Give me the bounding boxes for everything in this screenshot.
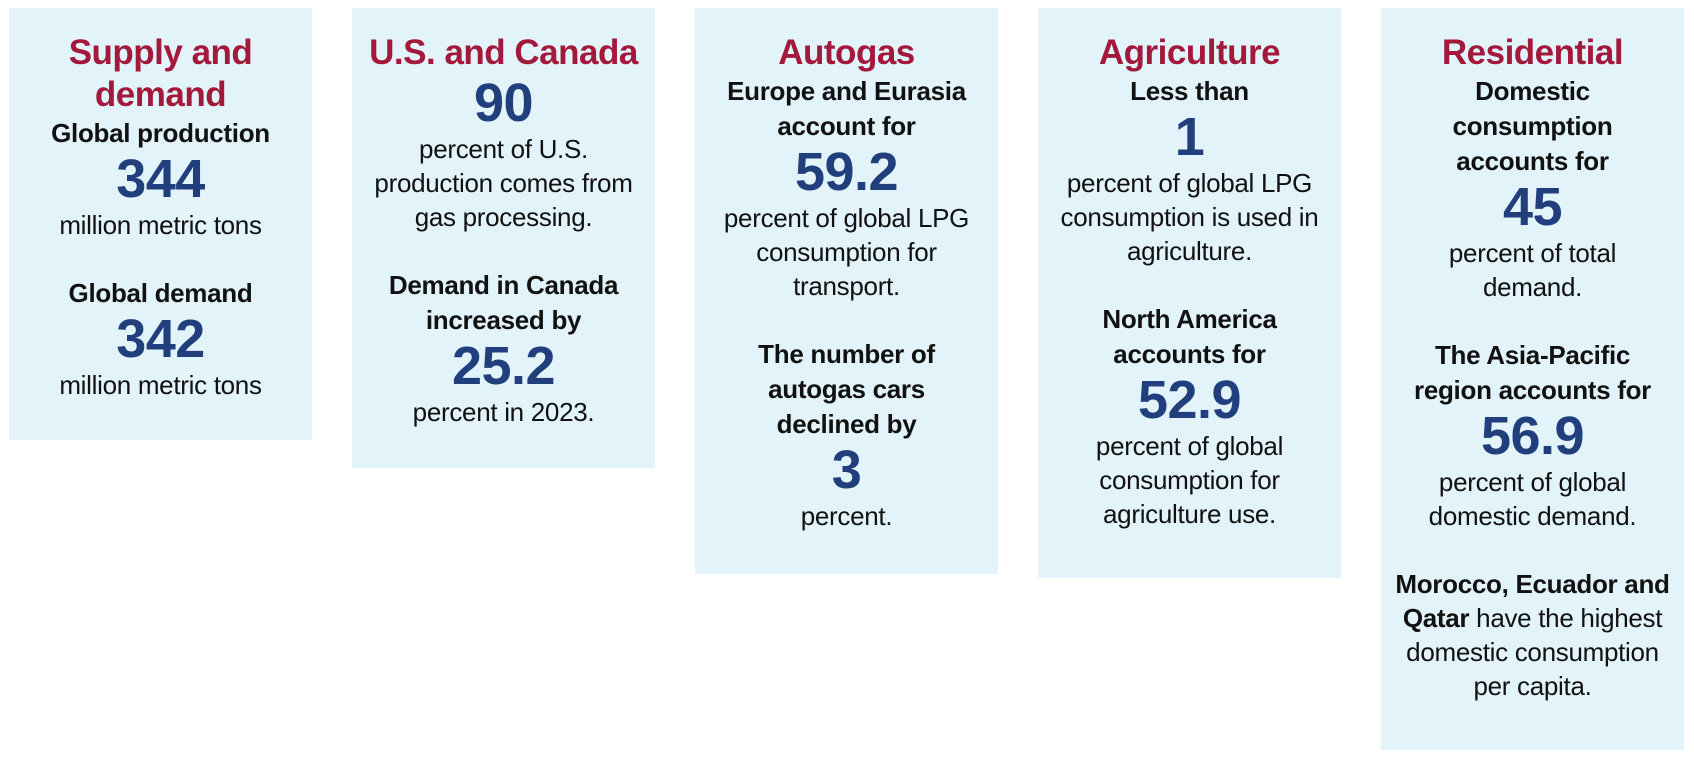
stat-domestic-consumption: Domestic consumption accounts for 45 per… xyxy=(1391,74,1674,304)
stat-asia-pacific: The Asia-Pacific region accounts for 56.… xyxy=(1391,338,1674,533)
stat-lead: The number of autogas cars declined by xyxy=(758,339,935,439)
stat-lead: Europe and Eurasia account for xyxy=(727,76,966,141)
panel-title: Agriculture xyxy=(1098,33,1281,72)
stat-description: percent of global LPG consumption is use… xyxy=(1060,168,1319,266)
stat-description: million metric tons xyxy=(59,210,262,240)
stat-autogas-cars: The number of autogas cars declined by 3… xyxy=(705,337,988,533)
panel-us-and-canada: U.S. and Canada 90 percent of U.S. produ… xyxy=(352,8,655,468)
panel-title: U.S. and Canada xyxy=(369,33,638,72)
stat-lead: Less than xyxy=(1130,76,1249,106)
stat-description: percent in 2023. xyxy=(412,397,595,427)
panel-title: Residential xyxy=(1441,33,1624,72)
per-capita-countries: Morocco, Ecuador and Qatar xyxy=(1395,569,1670,633)
panel-autogas: Autogas Europe and Eurasia account for 5… xyxy=(695,8,998,574)
stat-value: 1 xyxy=(1174,107,1205,167)
panel-residential: Residential Domestic consumption account… xyxy=(1381,8,1684,750)
stat-lead: Global demand xyxy=(68,278,253,308)
stat-description: percent of global domestic demand. xyxy=(1428,467,1637,531)
per-capita-text: have the highest domestic consumption pe… xyxy=(1406,603,1663,701)
stat-description: percent of total demand. xyxy=(1448,238,1617,302)
stat-global-production: Global production 344 million metric ton… xyxy=(19,116,302,242)
stat-description: million metric tons xyxy=(59,370,262,400)
stat-description: percent of global LPG consumption for tr… xyxy=(723,203,970,301)
stat-lead: The Asia-Pacific region accounts for xyxy=(1414,340,1651,405)
stat-description: percent of global consumption for agricu… xyxy=(1095,431,1284,529)
stat-description: percent of U.S. production comes from ga… xyxy=(374,134,633,232)
stat-description: percent. xyxy=(800,501,893,531)
stat-us-production: 90 percent of U.S. production comes from… xyxy=(362,74,645,234)
stat-lead: Domestic consumption accounts for xyxy=(1452,76,1613,176)
panel-title: Autogas xyxy=(778,33,915,72)
panel-title: Supply and demand xyxy=(68,33,253,114)
stat-value: 25.2 xyxy=(451,336,556,396)
stat-global-demand: Global demand 342 million metric tons xyxy=(19,276,302,402)
stat-lead: Demand in Canada increased by xyxy=(388,270,619,335)
stat-north-america: North America accounts for 52.9 percent … xyxy=(1048,302,1331,531)
panel-supply-and-demand: Supply and demand Global production 344 … xyxy=(9,8,312,440)
per-capita-note: Morocco, Ecuador and Qatar have the high… xyxy=(1391,567,1674,703)
stat-value: 90 xyxy=(473,73,534,133)
stat-value: 3 xyxy=(831,440,862,500)
stat-value: 344 xyxy=(116,149,205,209)
stat-value: 45 xyxy=(1502,177,1563,237)
stat-lead: Global production xyxy=(51,118,270,148)
stat-value: 56.9 xyxy=(1480,406,1585,466)
stat-value: 59.2 xyxy=(794,142,899,202)
panel-agriculture: Agriculture Less than 1 percent of globa… xyxy=(1038,8,1341,578)
stat-value: 342 xyxy=(116,309,205,369)
stat-canada-demand: Demand in Canada increased by 25.2 perce… xyxy=(362,268,645,429)
stat-lead: North America accounts for xyxy=(1102,304,1277,369)
stat-value: 52.9 xyxy=(1137,370,1242,430)
stat-global-agriculture-share: Less than 1 percent of global LPG consum… xyxy=(1048,74,1331,268)
stat-europe-eurasia: Europe and Eurasia account for 59.2 perc… xyxy=(705,74,988,303)
